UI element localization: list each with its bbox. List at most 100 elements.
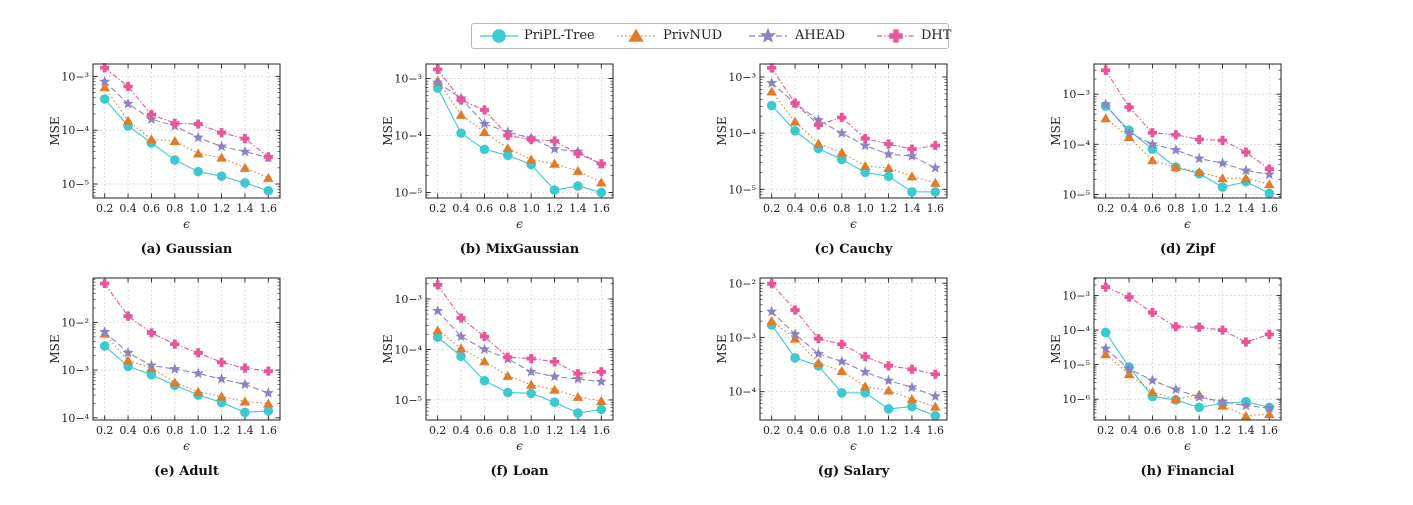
series-line-dht (437, 284, 602, 375)
y-axis-label: MSE (715, 116, 729, 145)
data-point-dht (883, 361, 894, 371)
data-point-dht (123, 311, 133, 321)
y-axis-label: MSE (1049, 334, 1063, 363)
chart-panel-salary: 10−⁴ 10−³ 10−² 0.2 0.4 0.6 0.8 1.0 1.2 1.4 1.6 ϵ MSE… (715, 277, 948, 479)
legend-item-ahead: AHEAD (745, 24, 875, 48)
data-point-privnud (122, 355, 134, 365)
chart-caption: (e) Adult (154, 464, 219, 479)
data-point-ahead (836, 355, 848, 367)
data-point-dht (596, 367, 606, 377)
data-point-dht (1264, 164, 1274, 174)
data-point-pripl-tree (503, 150, 513, 161)
y-tick-label: 10−³ (61, 364, 89, 377)
series-line-privnud (104, 86, 269, 179)
data-point-ahead (883, 148, 895, 159)
data-point-dht (790, 98, 800, 108)
y-tick-label: 10−⁴ (1062, 138, 1090, 151)
data-point-dht (860, 133, 870, 144)
data-point-privnud (813, 357, 824, 367)
legend-marker-circle (492, 29, 506, 43)
y-axis-label: MSE (381, 334, 395, 363)
data-point-privnud (502, 143, 514, 153)
data-point-dht (240, 133, 250, 144)
data-point-pripl-tree (883, 404, 894, 414)
data-point-ahead (1263, 168, 1275, 180)
data-point-dht (263, 366, 273, 376)
data-point-dht (883, 139, 894, 149)
data-point-privnud (572, 391, 584, 401)
data-point-ahead (766, 305, 778, 317)
data-point-privnud (192, 386, 204, 396)
y-tick-label: 10−⁴ (1062, 324, 1090, 337)
x-axis-label: ϵ (183, 439, 190, 453)
x-tick-label: 0.8 (833, 424, 851, 437)
series-line-privnud (437, 80, 602, 183)
data-point-privnud (99, 82, 110, 92)
data-point-ahead (169, 363, 181, 374)
x-tick-label: 1.4 (236, 202, 254, 215)
data-point-pripl-tree (99, 341, 110, 351)
data-point-pripl-tree (263, 185, 274, 196)
x-tick-label: 0.6 (810, 424, 828, 437)
data-point-pripl-tree (479, 144, 490, 155)
data-point-dht (456, 313, 466, 323)
x-tick-label: 1.4 (1237, 202, 1255, 215)
data-point-dht (1194, 134, 1204, 145)
data-point-ahead (192, 131, 204, 143)
data-point-ahead (1146, 374, 1158, 386)
data-point-pripl-tree (549, 185, 560, 195)
data-point-privnud (169, 136, 181, 146)
data-point-privnud (789, 333, 801, 343)
x-tick-label: 0.2 (763, 424, 781, 437)
legend-marker-star (760, 27, 776, 43)
y-tick-label: 10−⁵ (394, 186, 422, 199)
x-tick-label: 0.6 (476, 424, 494, 437)
data-point-privnud (813, 138, 824, 148)
data-point-privnud (1147, 387, 1158, 397)
data-point-privnud (859, 160, 871, 170)
y-axis-label: MSE (715, 334, 729, 363)
data-point-privnud (1217, 400, 1228, 410)
data-point-ahead (1100, 342, 1112, 354)
data-point-ahead (1146, 138, 1158, 150)
data-point-ahead (1193, 152, 1205, 164)
data-point-ahead (549, 370, 561, 382)
legend-marker-triangle (628, 28, 644, 42)
data-point-dht (216, 357, 227, 367)
data-point-dht (596, 159, 606, 169)
data-point-pripl-tree (837, 388, 847, 398)
data-point-pripl-tree (596, 404, 607, 415)
data-point-pripl-tree (790, 353, 800, 363)
data-point-dht (1124, 292, 1134, 302)
data-point-ahead (1123, 363, 1135, 374)
data-point-pripl-tree (456, 128, 466, 138)
x-tick-label: 1.2 (213, 424, 231, 437)
data-point-dht (1264, 329, 1274, 339)
data-point-ahead (859, 139, 871, 151)
data-point-dht (1124, 102, 1134, 112)
legend-swatch (480, 29, 518, 43)
data-point-ahead (812, 114, 824, 125)
legend-label: DHT (921, 28, 952, 43)
data-point-ahead (1193, 391, 1205, 402)
data-point-pripl-tree (216, 171, 227, 181)
legend-item-dht: DHT (873, 24, 1003, 48)
data-point-pripl-tree (1100, 327, 1111, 338)
data-point-privnud (432, 325, 443, 335)
x-axis-label: ϵ (516, 439, 523, 453)
chart-caption: (g) Salary (818, 464, 890, 479)
data-point-privnud (930, 401, 941, 411)
data-point-pripl-tree (99, 94, 110, 104)
data-point-ahead (145, 359, 157, 371)
data-point-privnud (216, 391, 227, 401)
data-point-pripl-tree (930, 410, 941, 421)
x-axis-label: ϵ (516, 217, 523, 231)
data-point-pripl-tree (479, 375, 490, 386)
y-axis-label: MSE (381, 116, 395, 145)
data-point-dht (456, 95, 466, 105)
data-point-dht (146, 328, 157, 338)
x-tick-label: 0.6 (810, 202, 828, 215)
y-tick-label: 10−³ (1062, 289, 1090, 302)
x-tick-label: 0.8 (1167, 202, 1185, 215)
data-point-pripl-tree (503, 387, 513, 398)
